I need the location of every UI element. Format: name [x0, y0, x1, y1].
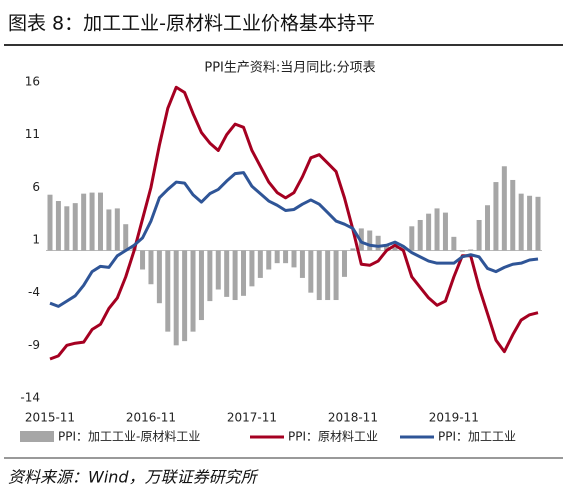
bar	[140, 250, 146, 270]
bar	[114, 208, 120, 251]
bar	[400, 246, 406, 251]
bar	[81, 193, 87, 251]
line	[49, 171, 539, 308]
bar	[55, 201, 61, 251]
bar	[257, 250, 263, 278]
bar	[493, 182, 499, 251]
bar	[106, 209, 112, 251]
bar	[316, 250, 322, 301]
bar	[518, 193, 524, 251]
source: 资料来源：Wind，万联证券研究所	[8, 468, 260, 487]
bar	[274, 250, 280, 264]
y-tick-label: 11	[25, 127, 40, 141]
bar	[308, 250, 314, 293]
bar	[501, 166, 507, 251]
legend-label: PPI：加工工业-原材料工业	[58, 430, 200, 444]
y-tick-label: 16	[25, 75, 40, 89]
bar	[459, 250, 465, 252]
bar	[392, 247, 398, 251]
bar	[173, 250, 179, 346]
bar	[241, 250, 247, 296]
bar	[148, 250, 154, 285]
bar	[350, 248, 356, 251]
bar	[266, 250, 272, 270]
bar	[97, 192, 103, 251]
bar	[510, 179, 516, 251]
bar	[535, 196, 541, 251]
bar	[325, 250, 331, 301]
bar	[442, 212, 448, 251]
bar	[283, 250, 289, 264]
bar	[198, 250, 204, 321]
bar	[468, 249, 474, 251]
x-tick-label: 2016-11	[126, 411, 176, 425]
bar	[232, 250, 238, 301]
y-tick-label: -4	[28, 285, 40, 299]
bar	[207, 250, 213, 302]
bar	[426, 213, 432, 251]
bar	[72, 203, 78, 251]
figure-title: 图表 8：加工工业-原材料工业价格基本持平	[8, 13, 375, 35]
y-tick-label: -9	[28, 338, 40, 352]
legend-label: PPI：加工工业	[438, 430, 516, 444]
bar	[367, 230, 373, 251]
y-tick-label: 6	[32, 180, 40, 194]
legend-swatch	[20, 431, 54, 442]
bar	[333, 250, 339, 301]
line	[49, 85, 539, 361]
x-tick-label: 2015-11	[25, 411, 75, 425]
bar	[123, 224, 129, 251]
x-tick-label: 2019-11	[429, 411, 479, 425]
bar	[156, 250, 162, 304]
bar	[249, 250, 255, 287]
chart-title: PPI生产资料:当月同比:分项表	[204, 61, 375, 76]
bar	[375, 235, 381, 251]
bar	[417, 219, 423, 251]
bar	[165, 250, 171, 332]
bar	[64, 206, 70, 251]
bar	[476, 219, 482, 251]
bar	[299, 250, 305, 278]
bar	[384, 245, 390, 251]
bar	[291, 250, 297, 268]
bar	[341, 250, 347, 277]
bar	[182, 250, 188, 342]
x-tick-label: 2018-11	[328, 411, 378, 425]
bar	[215, 250, 221, 290]
bar	[89, 192, 95, 251]
y-tick-label: -14	[20, 391, 40, 405]
bar	[527, 195, 533, 251]
bar	[409, 226, 415, 251]
bar	[485, 205, 491, 251]
y-tick-label: 1	[32, 233, 40, 247]
legend-label: PPI：原材料工业	[288, 430, 378, 444]
bar	[190, 250, 196, 332]
bar	[451, 236, 457, 251]
bar	[434, 208, 440, 251]
x-tick-label: 2017-11	[227, 411, 277, 425]
bar	[47, 194, 53, 251]
bar	[224, 250, 230, 297]
